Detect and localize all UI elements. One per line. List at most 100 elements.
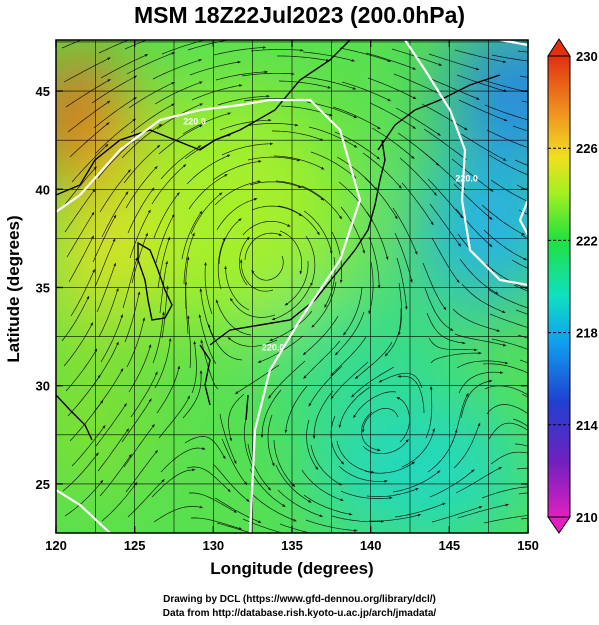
streamline — [512, 125, 528, 132]
streamline — [92, 214, 117, 263]
streamline — [199, 288, 215, 340]
streamline — [364, 461, 416, 474]
streamline — [399, 157, 438, 196]
streamline — [484, 104, 528, 121]
streamline — [301, 185, 343, 220]
streamline — [260, 389, 282, 439]
streamline — [305, 519, 358, 532]
streamline — [330, 336, 367, 377]
streamline — [401, 427, 435, 468]
streamline — [396, 257, 408, 310]
streamline — [241, 72, 295, 77]
streamline — [306, 419, 319, 471]
credit-data: Data from http://database.rish.kyoto-u.a… — [162, 608, 437, 619]
colorbar: 210 214 218 222 226 230 — [547, 38, 598, 534]
streamline — [214, 180, 262, 206]
streamline — [221, 438, 248, 486]
streamline — [453, 422, 481, 469]
streamline — [310, 444, 343, 486]
streamline — [219, 118, 272, 131]
streamline — [451, 158, 494, 192]
streamline — [93, 97, 137, 129]
streamline — [486, 404, 528, 415]
streamline — [303, 494, 353, 516]
streamline — [95, 118, 137, 154]
streamline — [491, 338, 528, 350]
streamline — [343, 286, 363, 336]
colorbar-tick-label: 226 — [576, 141, 598, 156]
streamline — [484, 385, 528, 396]
streamline — [338, 465, 388, 483]
streamline — [234, 364, 280, 395]
streamline — [515, 309, 528, 315]
streamline — [488, 154, 528, 176]
streamline — [483, 515, 528, 524]
grid-lines — [56, 40, 528, 533]
contour-label: 220.0 — [455, 173, 478, 183]
colorbar-tick-label: 214 — [576, 418, 598, 433]
streamline — [100, 313, 123, 363]
streamline — [63, 321, 94, 367]
streamline — [212, 463, 250, 502]
streamline — [302, 51, 356, 62]
x-tick-label: 150 — [517, 538, 539, 553]
streamline — [394, 502, 446, 518]
streamline — [224, 265, 250, 311]
streamline — [364, 177, 398, 220]
streamline — [62, 166, 97, 208]
streamline — [63, 57, 111, 83]
streamline — [97, 139, 135, 179]
streamline — [186, 315, 191, 369]
streamline — [100, 54, 149, 79]
streamline — [101, 481, 138, 522]
streamline — [518, 209, 528, 215]
x-tick-label: 135 — [281, 538, 303, 553]
streamline — [422, 262, 447, 311]
streamline — [378, 372, 423, 389]
streamline — [221, 142, 274, 156]
streamline — [247, 156, 301, 162]
streamline — [123, 423, 155, 468]
streamline — [461, 283, 506, 313]
streamline — [71, 425, 106, 467]
temperature-field: 220.0 220.0 220.0 — [56, 40, 528, 533]
streamline — [249, 468, 286, 508]
streamline — [332, 106, 381, 130]
streamline — [215, 70, 269, 81]
colorbar-tick-label: 222 — [576, 233, 598, 248]
streamline — [62, 452, 99, 492]
streamline — [279, 230, 303, 275]
streamline — [425, 385, 433, 439]
streamline — [70, 268, 95, 317]
streamline — [99, 453, 132, 497]
streamline — [99, 169, 131, 213]
streamline — [216, 522, 253, 533]
contour-labels: 220.0 220.0 220.0 — [183, 116, 478, 352]
contour-label: 220.0 — [183, 116, 206, 126]
streamline — [516, 467, 528, 470]
streamline — [124, 291, 141, 343]
streamline — [251, 205, 303, 217]
streamline — [396, 396, 410, 443]
streamline — [460, 133, 507, 161]
x-tick-label: 125 — [124, 538, 146, 553]
streamline — [182, 370, 203, 419]
streamline — [125, 449, 158, 493]
streamline — [66, 211, 95, 258]
streamline — [267, 414, 275, 467]
colorbar-top-triangle — [547, 38, 571, 57]
streamline — [338, 386, 371, 429]
streamline — [212, 160, 262, 181]
streamline — [98, 40, 130, 54]
streamline — [94, 238, 116, 288]
streamline — [483, 229, 528, 261]
streamline — [454, 49, 507, 63]
streamline — [361, 411, 381, 452]
streamline — [239, 236, 250, 286]
streamline — [68, 235, 94, 283]
streamline — [204, 261, 213, 315]
streamline — [217, 94, 271, 106]
streamline — [458, 99, 508, 122]
streamline — [124, 40, 148, 50]
